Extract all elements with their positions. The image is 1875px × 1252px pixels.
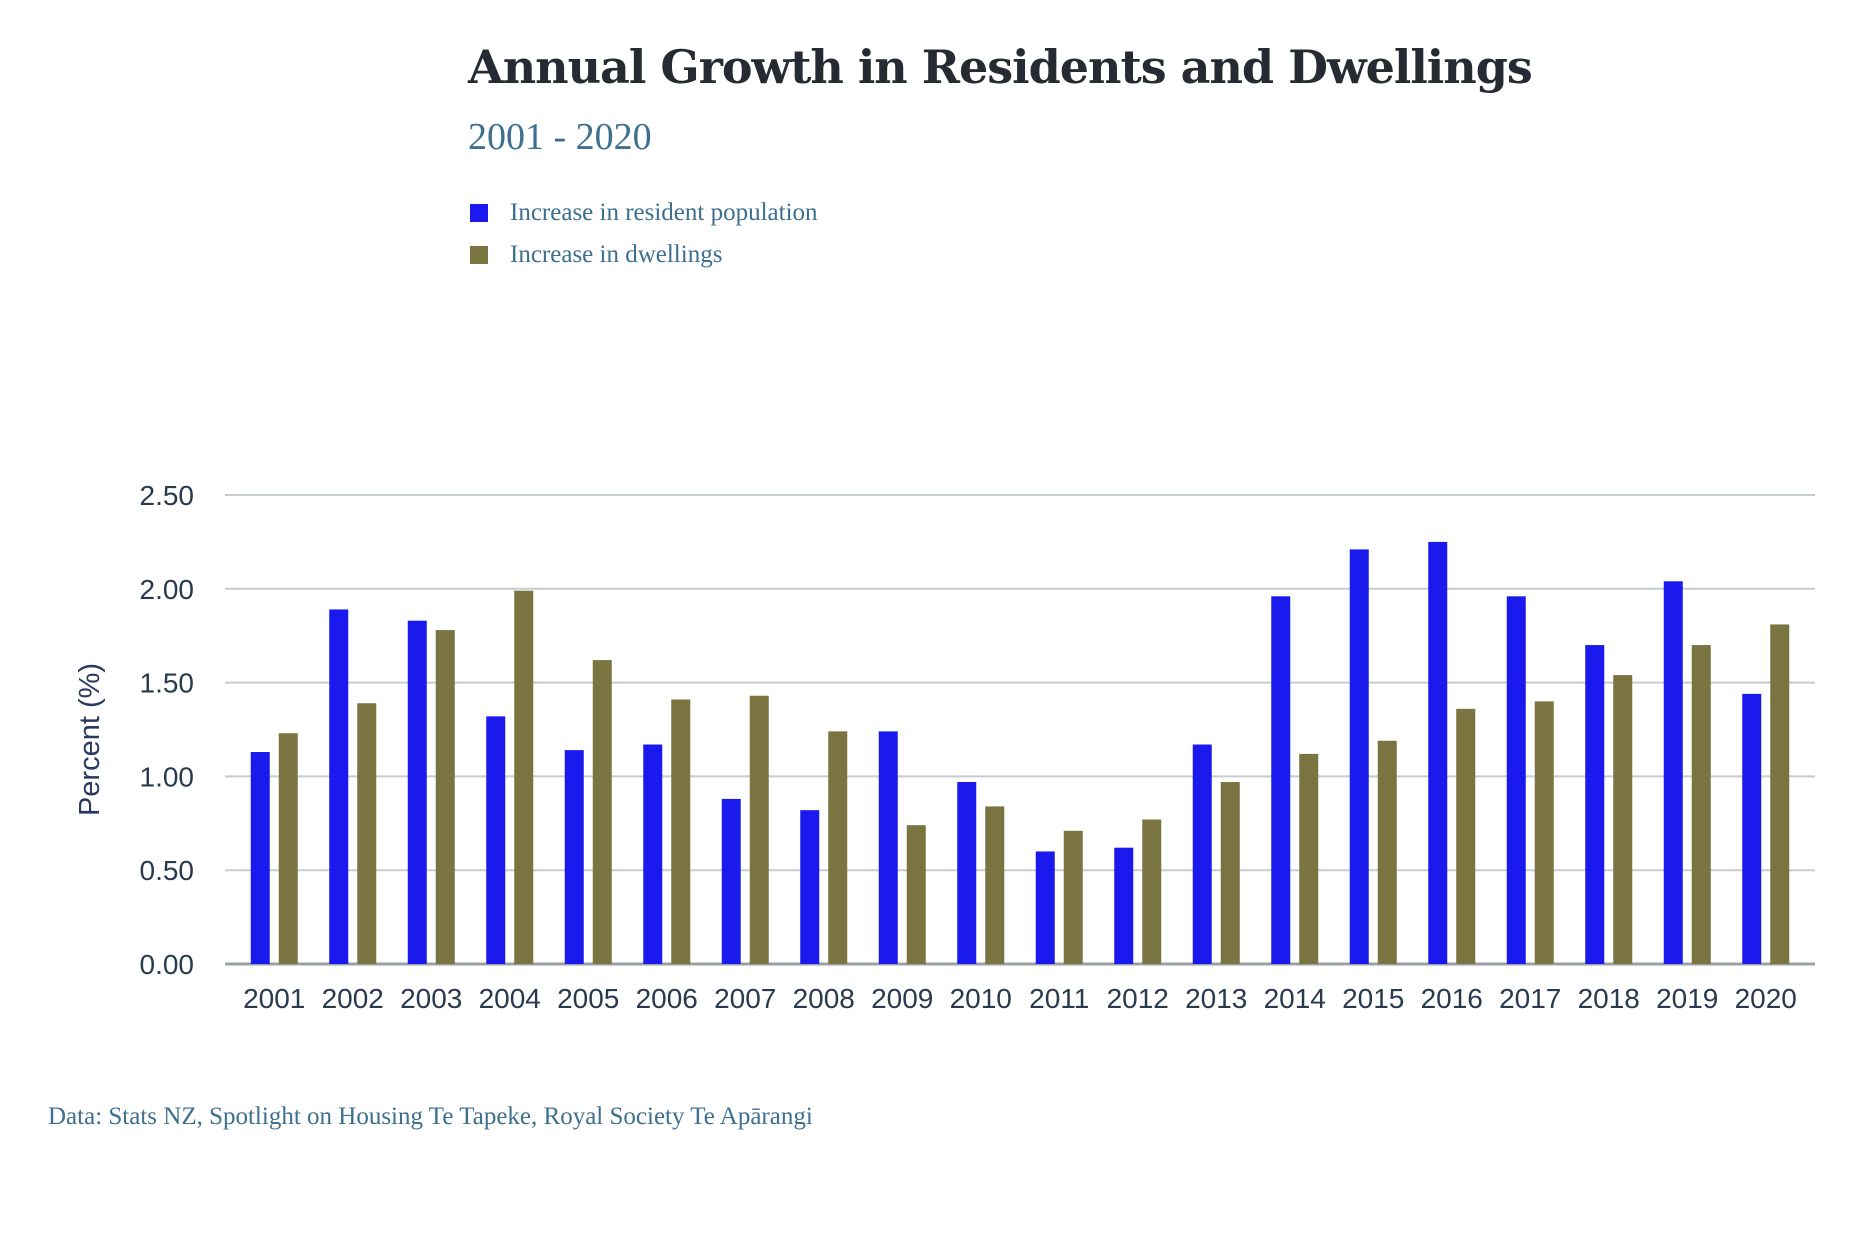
x-tick-label: 2003 xyxy=(400,983,462,1014)
x-tick-label: 2009 xyxy=(871,983,933,1014)
y-tick-label: 2.50 xyxy=(140,480,195,511)
bar-dwellings xyxy=(1377,740,1397,964)
bar-population xyxy=(878,731,898,964)
bar-dwellings xyxy=(749,695,769,964)
bar-dwellings xyxy=(1220,782,1240,964)
chart-title: Annual Growth in Residents and Dwellings xyxy=(468,40,1533,94)
bar-population xyxy=(407,620,427,964)
bar-population xyxy=(1035,851,1055,964)
bar-population xyxy=(643,744,663,964)
bar-population xyxy=(329,609,349,964)
bar-dwellings xyxy=(1770,624,1790,964)
x-tick-label: 2017 xyxy=(1499,983,1561,1014)
bar-population xyxy=(721,798,741,964)
chart-subtitle: 2001 - 2020 xyxy=(468,116,652,158)
x-tick-label: 2007 xyxy=(714,983,776,1014)
x-tick-label: 2015 xyxy=(1342,983,1404,1014)
y-tick-label: 2.00 xyxy=(140,574,195,605)
x-tick-label: 2006 xyxy=(636,983,698,1014)
bar-dwellings xyxy=(1691,645,1711,964)
bar-population xyxy=(1271,596,1291,964)
x-tick-label: 2008 xyxy=(793,983,855,1014)
bar-dwellings xyxy=(671,699,691,964)
y-tick-label: 0.00 xyxy=(140,949,195,980)
bar-dwellings xyxy=(435,630,455,964)
bar-population xyxy=(1428,541,1448,964)
x-tick-label: 2010 xyxy=(950,983,1012,1014)
legend-label-population: Increase in resident population xyxy=(510,199,818,226)
bar-dwellings xyxy=(1534,701,1554,964)
y-tick-label: 0.50 xyxy=(140,855,195,886)
bar-population xyxy=(486,716,506,964)
bar-population xyxy=(1585,645,1605,964)
bar-dwellings xyxy=(514,590,534,964)
x-tick-label: 2018 xyxy=(1578,983,1640,1014)
legend-swatch-dwellings xyxy=(470,246,488,264)
bar-dwellings xyxy=(357,703,377,964)
bar-dwellings xyxy=(1063,830,1083,964)
bar-population xyxy=(1742,693,1762,964)
bar-population xyxy=(1349,549,1369,964)
bar-dwellings xyxy=(1456,708,1476,964)
x-tick-label: 2001 xyxy=(243,983,305,1014)
legend-label-dwellings: Increase in dwellings xyxy=(510,241,723,268)
bar-population xyxy=(1663,581,1683,964)
legend-swatch-population xyxy=(470,204,488,222)
bar-dwellings xyxy=(828,731,848,964)
legend-item-dwellings: Increase in dwellings xyxy=(470,234,818,276)
x-tick-label: 2019 xyxy=(1656,983,1718,1014)
bar-dwellings xyxy=(1613,675,1633,964)
bar-dwellings xyxy=(1299,753,1319,964)
x-tick-label: 2002 xyxy=(322,983,384,1014)
x-tick-label: 2016 xyxy=(1421,983,1483,1014)
x-tick-label: 2012 xyxy=(1107,983,1169,1014)
bar-dwellings xyxy=(278,733,298,964)
legend-item-population: Increase in resident population xyxy=(470,192,818,234)
legend: Increase in resident population Increase… xyxy=(470,192,818,276)
x-tick-label: 2020 xyxy=(1735,983,1797,1014)
bar-dwellings xyxy=(985,806,1005,964)
bar-population xyxy=(1114,847,1134,964)
y-axis-title: Percent (%) xyxy=(74,663,106,816)
bar-population xyxy=(564,750,584,964)
bar-population xyxy=(957,782,977,964)
x-tick-label: 2011 xyxy=(1029,983,1089,1014)
x-tick-label: 2014 xyxy=(1264,983,1326,1014)
y-tick-label: 1.00 xyxy=(140,761,195,792)
x-tick-label: 2004 xyxy=(479,983,541,1014)
data-source-note: Data: Stats NZ, Spotlight on Housing Te … xyxy=(48,1103,813,1130)
x-tick-label: 2005 xyxy=(557,983,619,1014)
bar-dwellings xyxy=(906,825,926,964)
bar-population xyxy=(1506,596,1526,964)
bar-dwellings xyxy=(1142,819,1162,964)
x-tick-label: 2013 xyxy=(1185,983,1247,1014)
bar-population xyxy=(250,752,270,964)
y-tick-label: 1.50 xyxy=(140,668,195,699)
bar-population xyxy=(1192,744,1212,964)
bar-population xyxy=(800,810,820,964)
bar-dwellings xyxy=(592,660,612,964)
